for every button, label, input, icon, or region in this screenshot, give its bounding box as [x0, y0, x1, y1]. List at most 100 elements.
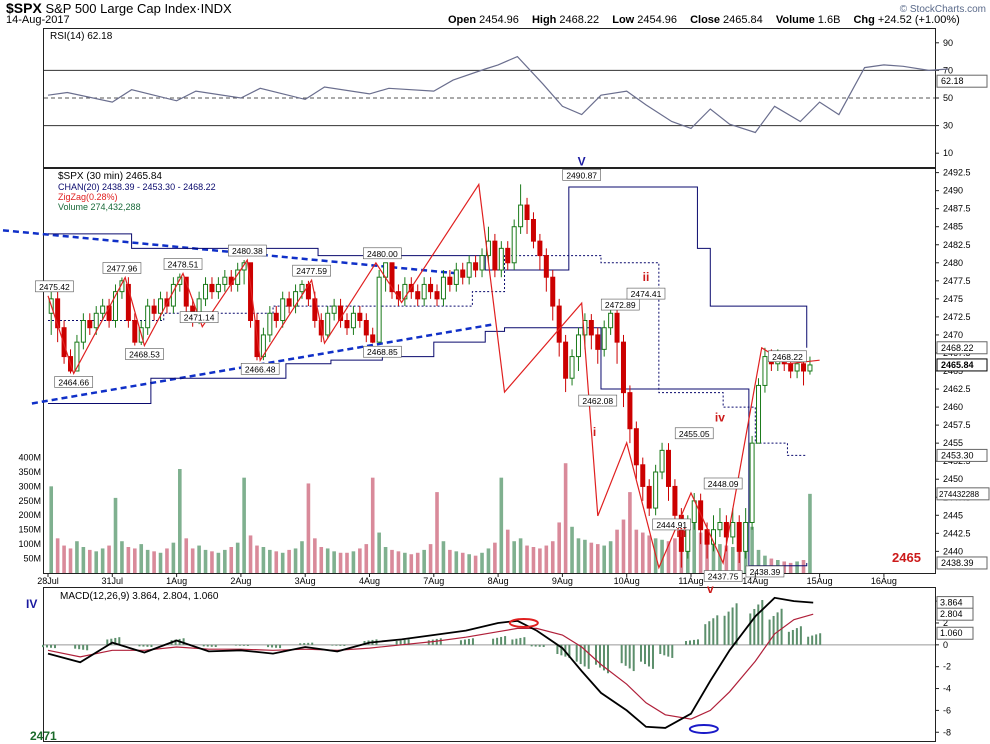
macd-histogram-bar [403, 639, 406, 645]
point-label: 2462.08 [582, 396, 613, 406]
macd-histogram-bar [303, 643, 306, 645]
macd-histogram-bar [54, 644, 56, 649]
macd-histogram-bar [587, 644, 590, 669]
macd-histogram-bar [471, 638, 474, 645]
macd-histogram-bar [492, 638, 495, 645]
candle-body [280, 298, 286, 322]
price-tag: 2468.22 [941, 343, 974, 353]
macd-histogram-bar [331, 644, 334, 646]
point-label-box [703, 477, 743, 490]
point-label: 2444.91 [656, 520, 687, 530]
volume-bar [107, 545, 111, 573]
macd-histogram-bar [651, 644, 654, 669]
candle-body [447, 276, 453, 285]
point-label-box [674, 427, 714, 440]
volume-bar [216, 552, 221, 573]
volume-bar [730, 547, 735, 573]
close-value: 2465.84 [723, 14, 763, 26]
watermark: © StockCharts.com [899, 4, 986, 15]
chg-label: Chg [853, 14, 875, 26]
volume-bar [454, 551, 459, 573]
point-label-box [745, 565, 785, 578]
volume-tag-box [936, 487, 990, 501]
macd-histogram-bar [716, 615, 719, 645]
macd-histogram-bar [46, 644, 48, 648]
macd-y-tick-label: 2 [943, 618, 948, 628]
volume-bar [325, 548, 330, 573]
point-label: 2466.48 [245, 364, 276, 374]
volume-bar [505, 529, 510, 573]
rsi-value-label: 62.18 [941, 76, 964, 86]
price-tag: 2465.84 [941, 360, 974, 370]
point-label-box [54, 376, 94, 388]
point-label: 2474.41 [631, 289, 662, 299]
candle-body [415, 291, 421, 300]
chart-title: $SPX S&P 500 Large Cap Index·INDX [6, 0, 232, 16]
macd-histogram-bar [663, 644, 666, 656]
high-label: High [531, 14, 557, 26]
volume-bar [801, 560, 806, 573]
macd-histogram-bar [182, 638, 185, 645]
volume-bar [486, 548, 491, 573]
candle-body [132, 320, 138, 343]
volume-y-tick-label: 200M [18, 510, 41, 520]
macd-histogram-bar [504, 636, 507, 645]
candle-body [93, 312, 99, 329]
volume-bar [242, 477, 246, 573]
volume-label: Volume [775, 14, 815, 26]
macd-histogram-bar [307, 642, 310, 645]
macd-histogram-bar [82, 644, 85, 650]
price-tag-box [936, 341, 988, 355]
candle-body [672, 485, 678, 516]
candle-body [550, 276, 556, 307]
macd-histogram-bar [214, 644, 217, 648]
candle-body [743, 522, 749, 552]
volume-bar [602, 545, 606, 573]
candle-body [498, 247, 504, 271]
macd-histogram-bar [780, 608, 783, 645]
candle-body [807, 364, 813, 372]
volume-bar [460, 552, 465, 573]
volume-bar [364, 544, 369, 573]
candle-body [518, 204, 524, 228]
wave-label: ii [643, 270, 650, 284]
candle-body [260, 334, 266, 358]
volume-bar [338, 552, 343, 573]
volume-bar [49, 486, 54, 573]
price-y-tick-label: 2472.5 [943, 312, 971, 322]
volume-bar [203, 549, 208, 573]
macd-histogram-bar [496, 637, 499, 645]
volume-y-tick-label: 300M [18, 481, 41, 491]
price-y-tick-label: 2492.5 [943, 168, 971, 178]
point-label: 2455.05 [679, 429, 710, 439]
macd-histogram-bar [787, 631, 790, 645]
wave-label: iii [676, 526, 686, 540]
volume-bar [403, 552, 407, 573]
volume-bar [62, 545, 66, 573]
point-label: 2468.22 [772, 352, 803, 362]
macd-histogram-bar [335, 644, 338, 646]
macd-histogram-bar [343, 644, 346, 646]
volume-bar [274, 551, 279, 573]
volume-bar [615, 529, 619, 573]
macd-histogram-bar [643, 644, 646, 665]
rsi-y-tick-label: 50 [943, 93, 953, 103]
volume-bar [415, 552, 420, 573]
volume-bar [126, 547, 131, 573]
volume-bar [313, 538, 317, 573]
volume-bar [499, 477, 504, 573]
channel-lower-line [48, 327, 808, 567]
macd-histogram-bar [749, 613, 752, 645]
volume-bar [467, 554, 471, 573]
price-y-tick-label: 2475 [943, 294, 963, 304]
candle-body [575, 334, 581, 358]
candle-body [556, 305, 562, 343]
point-label: 2490.87 [566, 170, 597, 180]
volume-bar [621, 519, 626, 573]
macd-histogram-bar [583, 644, 586, 667]
volume-bar [544, 545, 549, 573]
point-label: 2472.89 [605, 300, 636, 310]
volume-bar [563, 463, 568, 573]
volume-bar [68, 548, 73, 573]
candle-body [659, 449, 665, 473]
